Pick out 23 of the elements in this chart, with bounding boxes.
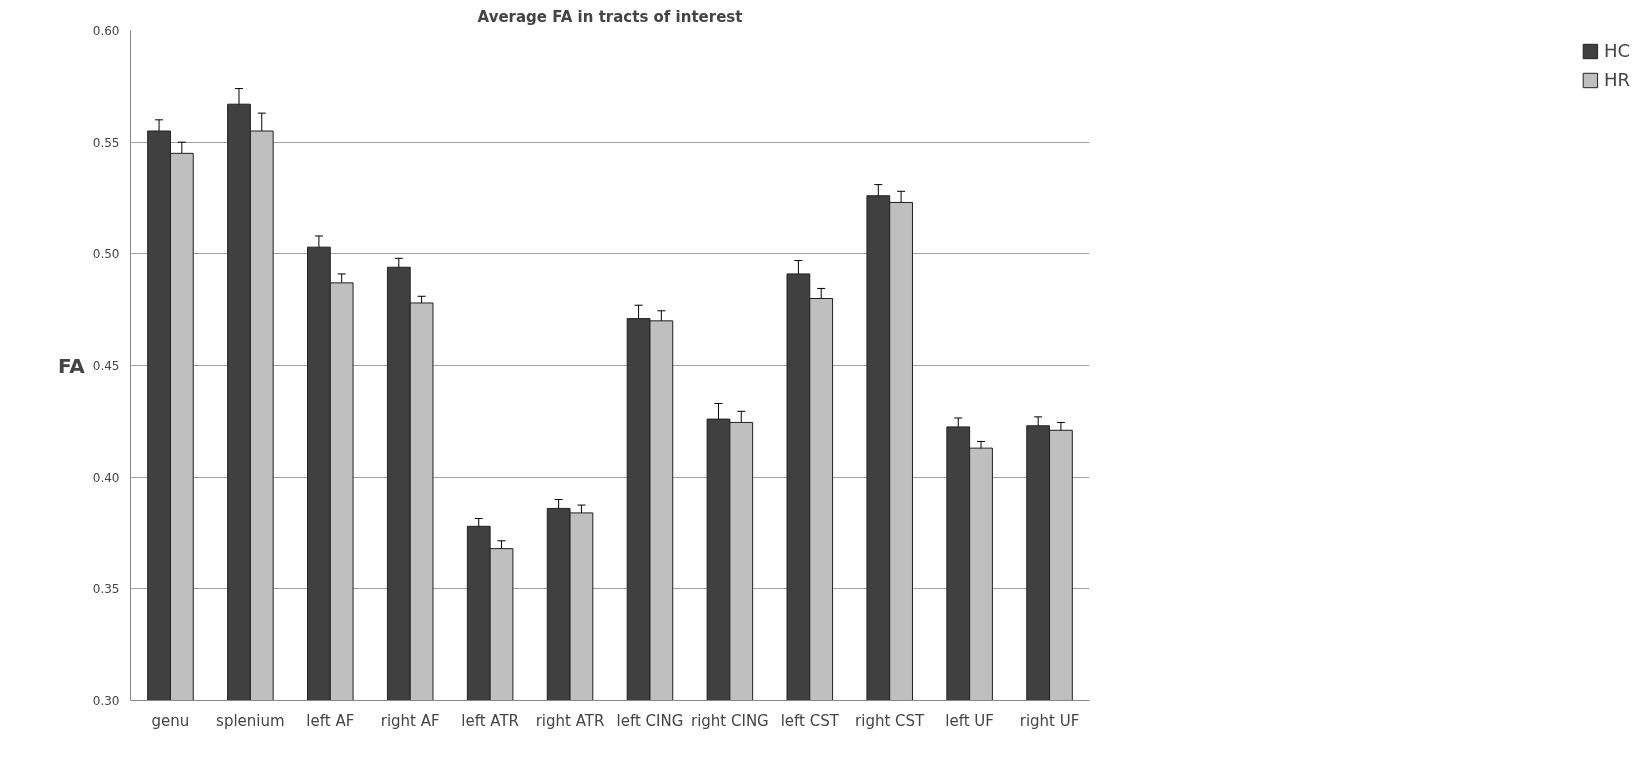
x-tick-label: right CING xyxy=(691,711,769,730)
y-tick-label: 0.50 xyxy=(92,247,120,262)
x-tick-label: right UF xyxy=(1019,711,1080,730)
y-tick-label: 0.55 xyxy=(92,135,120,150)
x-tick-label: left AF xyxy=(306,711,355,730)
x-tick-label: left CST xyxy=(780,711,840,730)
chart-title: Average FA in tracts of interest xyxy=(477,7,743,26)
y-tick-label: 0.40 xyxy=(92,470,120,485)
y-axis-title: FA xyxy=(57,353,86,378)
x-tick-label: left CING xyxy=(616,711,684,730)
y-tick-label: 0.30 xyxy=(92,694,120,708)
y-tick-label: 0.45 xyxy=(92,359,120,373)
x-tick-label: genu xyxy=(151,711,190,730)
x-tick-label: right CST xyxy=(855,711,926,730)
legend-label: HC xyxy=(1603,40,1630,61)
x-tick-label: right ATR xyxy=(535,711,605,730)
y-tick-label: 0.60 xyxy=(92,24,120,38)
x-tick-label: right AF xyxy=(380,711,440,730)
x-tick-label: splenium xyxy=(216,711,285,730)
x-tick-label: left UF xyxy=(945,711,994,730)
legend-label: HR xyxy=(1603,69,1630,90)
y-tick-label: 0.35 xyxy=(92,582,120,597)
x-tick-label: left ATR xyxy=(461,711,519,730)
